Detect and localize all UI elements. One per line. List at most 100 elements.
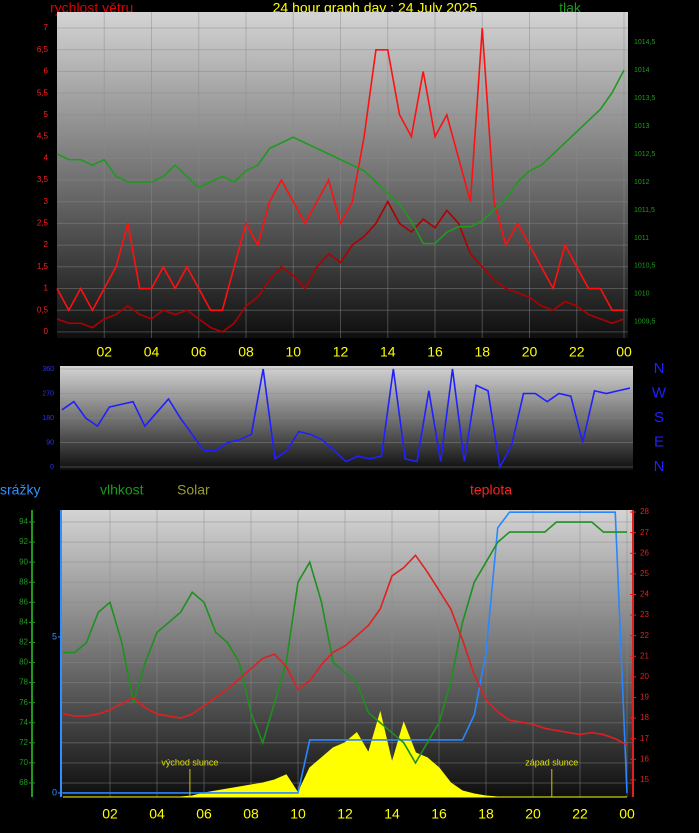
- solar-area: [63, 710, 627, 798]
- y-tick-label: 6: [44, 67, 49, 76]
- y2-tick-label: 1009,5: [634, 319, 656, 326]
- y-tick-label: 6,5: [37, 45, 49, 54]
- x-tick-label: 20: [522, 344, 538, 360]
- annotation: západ slunce: [525, 757, 578, 767]
- y2-tick-label: 1010,5: [634, 263, 656, 270]
- y2-tick-label: 25: [640, 569, 649, 578]
- x-tick-label: 22: [572, 806, 588, 822]
- y-tick-label: 78: [19, 678, 28, 687]
- series-line: [62, 554, 628, 746]
- y2-tick-label: 1014,5: [634, 39, 656, 46]
- y-tick-label: 5,5: [37, 88, 49, 97]
- y2-tick-label: 1011,5: [634, 207, 655, 214]
- y-tick-label: 86: [19, 597, 28, 606]
- y-tick-label: 74: [19, 718, 28, 727]
- y-tick-label: 80: [19, 658, 28, 667]
- y2-tick-label: 24: [640, 590, 649, 599]
- legend-humidity: vlhkost: [100, 482, 144, 498]
- x-tick-label: 10: [290, 806, 306, 822]
- y3-tick-label: 0: [52, 787, 57, 797]
- x-tick-label: 20: [525, 806, 541, 822]
- x-tick-label: 06: [196, 806, 212, 822]
- y2-tick-label: 26: [640, 548, 649, 557]
- x-tick-label: 00: [616, 344, 632, 360]
- y-tick-label: 2: [44, 240, 49, 249]
- y2-tick-label: 1012,5: [634, 151, 656, 158]
- wind-label: rychlost větru: [50, 0, 133, 16]
- x-tick-label: 12: [333, 344, 349, 360]
- y-tick-label: 76: [19, 698, 28, 707]
- chart-title: 24 hour graph day : 24 July 2025: [273, 0, 478, 16]
- y2-tick-label: 23: [640, 610, 649, 619]
- y2-tick-label: N: [654, 458, 665, 475]
- series-line: [61, 368, 631, 470]
- plot-area: [60, 366, 633, 470]
- y-tick-label: 68: [19, 778, 28, 787]
- annotation: východ slunce: [161, 757, 218, 767]
- y3-tick-label: 5: [52, 631, 57, 641]
- y-tick-label: 3,5: [37, 175, 49, 184]
- x-tick-label: 08: [243, 806, 259, 822]
- y-tick-label: 2,5: [37, 219, 49, 228]
- y-tick-label: 180: [42, 415, 54, 422]
- y2-tick-label: 15: [640, 775, 649, 784]
- x-tick-label: 00: [619, 806, 635, 822]
- y-tick-label: 94: [19, 517, 28, 526]
- y2-tick-label: 1011: [634, 235, 649, 242]
- series-line: [56, 28, 624, 312]
- y2-tick-label: 21: [640, 651, 649, 660]
- y-tick-label: 0: [50, 464, 54, 471]
- y-tick-label: 82: [19, 638, 28, 647]
- y-tick-label: 5: [44, 110, 49, 119]
- y2-tick-label: S: [654, 409, 664, 426]
- plot-area: [57, 12, 628, 338]
- y-tick-label: 4,5: [37, 132, 49, 141]
- y-tick-label: 360: [42, 366, 54, 373]
- y2-tick-label: W: [652, 384, 667, 401]
- pressure-label: tlak: [559, 0, 582, 16]
- x-tick-label: 14: [380, 344, 396, 360]
- y-tick-label: 0,5: [37, 305, 49, 314]
- y2-tick-label: 28: [640, 507, 649, 516]
- y-tick-label: 270: [42, 390, 54, 397]
- x-tick-label: 16: [431, 806, 447, 822]
- x-tick-label: 10: [285, 344, 301, 360]
- y2-tick-label: E: [654, 433, 664, 450]
- x-tick-label: 04: [149, 806, 165, 822]
- y2-tick-label: 20: [640, 672, 649, 681]
- y-tick-label: 0: [44, 327, 49, 336]
- x-tick-label: 06: [191, 344, 207, 360]
- x-tick-label: 04: [144, 344, 160, 360]
- y-tick-label: 90: [46, 439, 54, 446]
- y-tick-label: 72: [19, 738, 28, 747]
- legend-solar: Solar: [177, 482, 210, 498]
- y-tick-label: 1: [44, 284, 49, 293]
- y2-tick-label: 18: [640, 713, 649, 722]
- y2-tick-label: 1013,5: [634, 95, 656, 102]
- y-tick-label: 7: [44, 23, 49, 32]
- y2-tick-label: 17: [640, 734, 649, 743]
- series-line: [56, 200, 625, 333]
- y-tick-label: 3: [44, 197, 49, 206]
- legend-temperature: teplota: [470, 482, 512, 498]
- y2-tick-label: 1012: [634, 179, 650, 186]
- legend-precip: srážky: [0, 482, 40, 498]
- x-tick-label: 02: [96, 344, 112, 360]
- x-tick-label: 18: [478, 806, 494, 822]
- x-tick-label: 02: [102, 806, 118, 822]
- x-tick-label: 08: [238, 344, 254, 360]
- y2-tick-label: 16: [640, 754, 649, 763]
- series-line: [63, 521, 627, 765]
- y2-tick-label: 1010: [634, 291, 650, 298]
- y-tick-label: 84: [19, 618, 28, 627]
- y-tick-label: 88: [19, 577, 28, 586]
- x-tick-label: 16: [427, 344, 443, 360]
- series-line: [56, 69, 625, 245]
- y2-tick-label: 1013: [634, 123, 650, 130]
- y2-tick-label: 27: [640, 528, 649, 537]
- y-tick-label: 4: [44, 153, 49, 162]
- x-tick-label: 18: [474, 344, 490, 360]
- x-tick-label: 22: [569, 344, 585, 360]
